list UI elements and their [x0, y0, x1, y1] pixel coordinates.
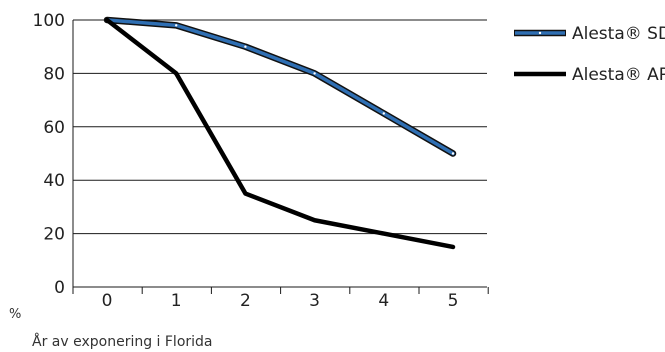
series-line [105, 18, 455, 156]
axes [72, 20, 489, 294]
x-tick-label: 5 [448, 291, 459, 311]
y-tick-label: 40 [43, 171, 65, 191]
gridlines [73, 19, 487, 235]
series-lines [103, 16, 457, 250]
x-tick-label: 1 [171, 291, 182, 311]
legend-label: Alesta® AP [572, 65, 665, 85]
y-tick-label: 20 [43, 225, 65, 245]
data-point-marker [175, 24, 178, 27]
x-tick-label: 0 [102, 291, 113, 311]
y-tick-label: 80 [43, 64, 65, 84]
series-line [104, 17, 456, 250]
x-tick-labels: 0 1 2 3 4 5 [102, 291, 459, 311]
x-tick-label: 3 [309, 291, 320, 311]
legend-swatch-marker [538, 31, 542, 35]
x-axis-title: År av exponering i Florida [32, 333, 213, 350]
data-point-marker [382, 112, 385, 115]
series-line-outline [103, 16, 457, 157]
y-tick-labels: 0 20 40 60 80 100 [33, 11, 65, 298]
legend: Alesta® SD Alesta® AP [514, 24, 665, 85]
data-point-marker [313, 72, 316, 75]
y-tick-label: 60 [43, 118, 65, 138]
legend-label: Alesta® SD [572, 24, 665, 44]
data-point-marker [244, 45, 247, 48]
x-tick-label: 4 [378, 291, 389, 311]
y-axis-unit-label: % [9, 307, 21, 322]
data-point-marker [451, 152, 455, 155]
x-tick-label: 2 [240, 291, 251, 311]
y-tick-label: 100 [33, 11, 65, 31]
y-tick-label: 0 [54, 278, 65, 298]
